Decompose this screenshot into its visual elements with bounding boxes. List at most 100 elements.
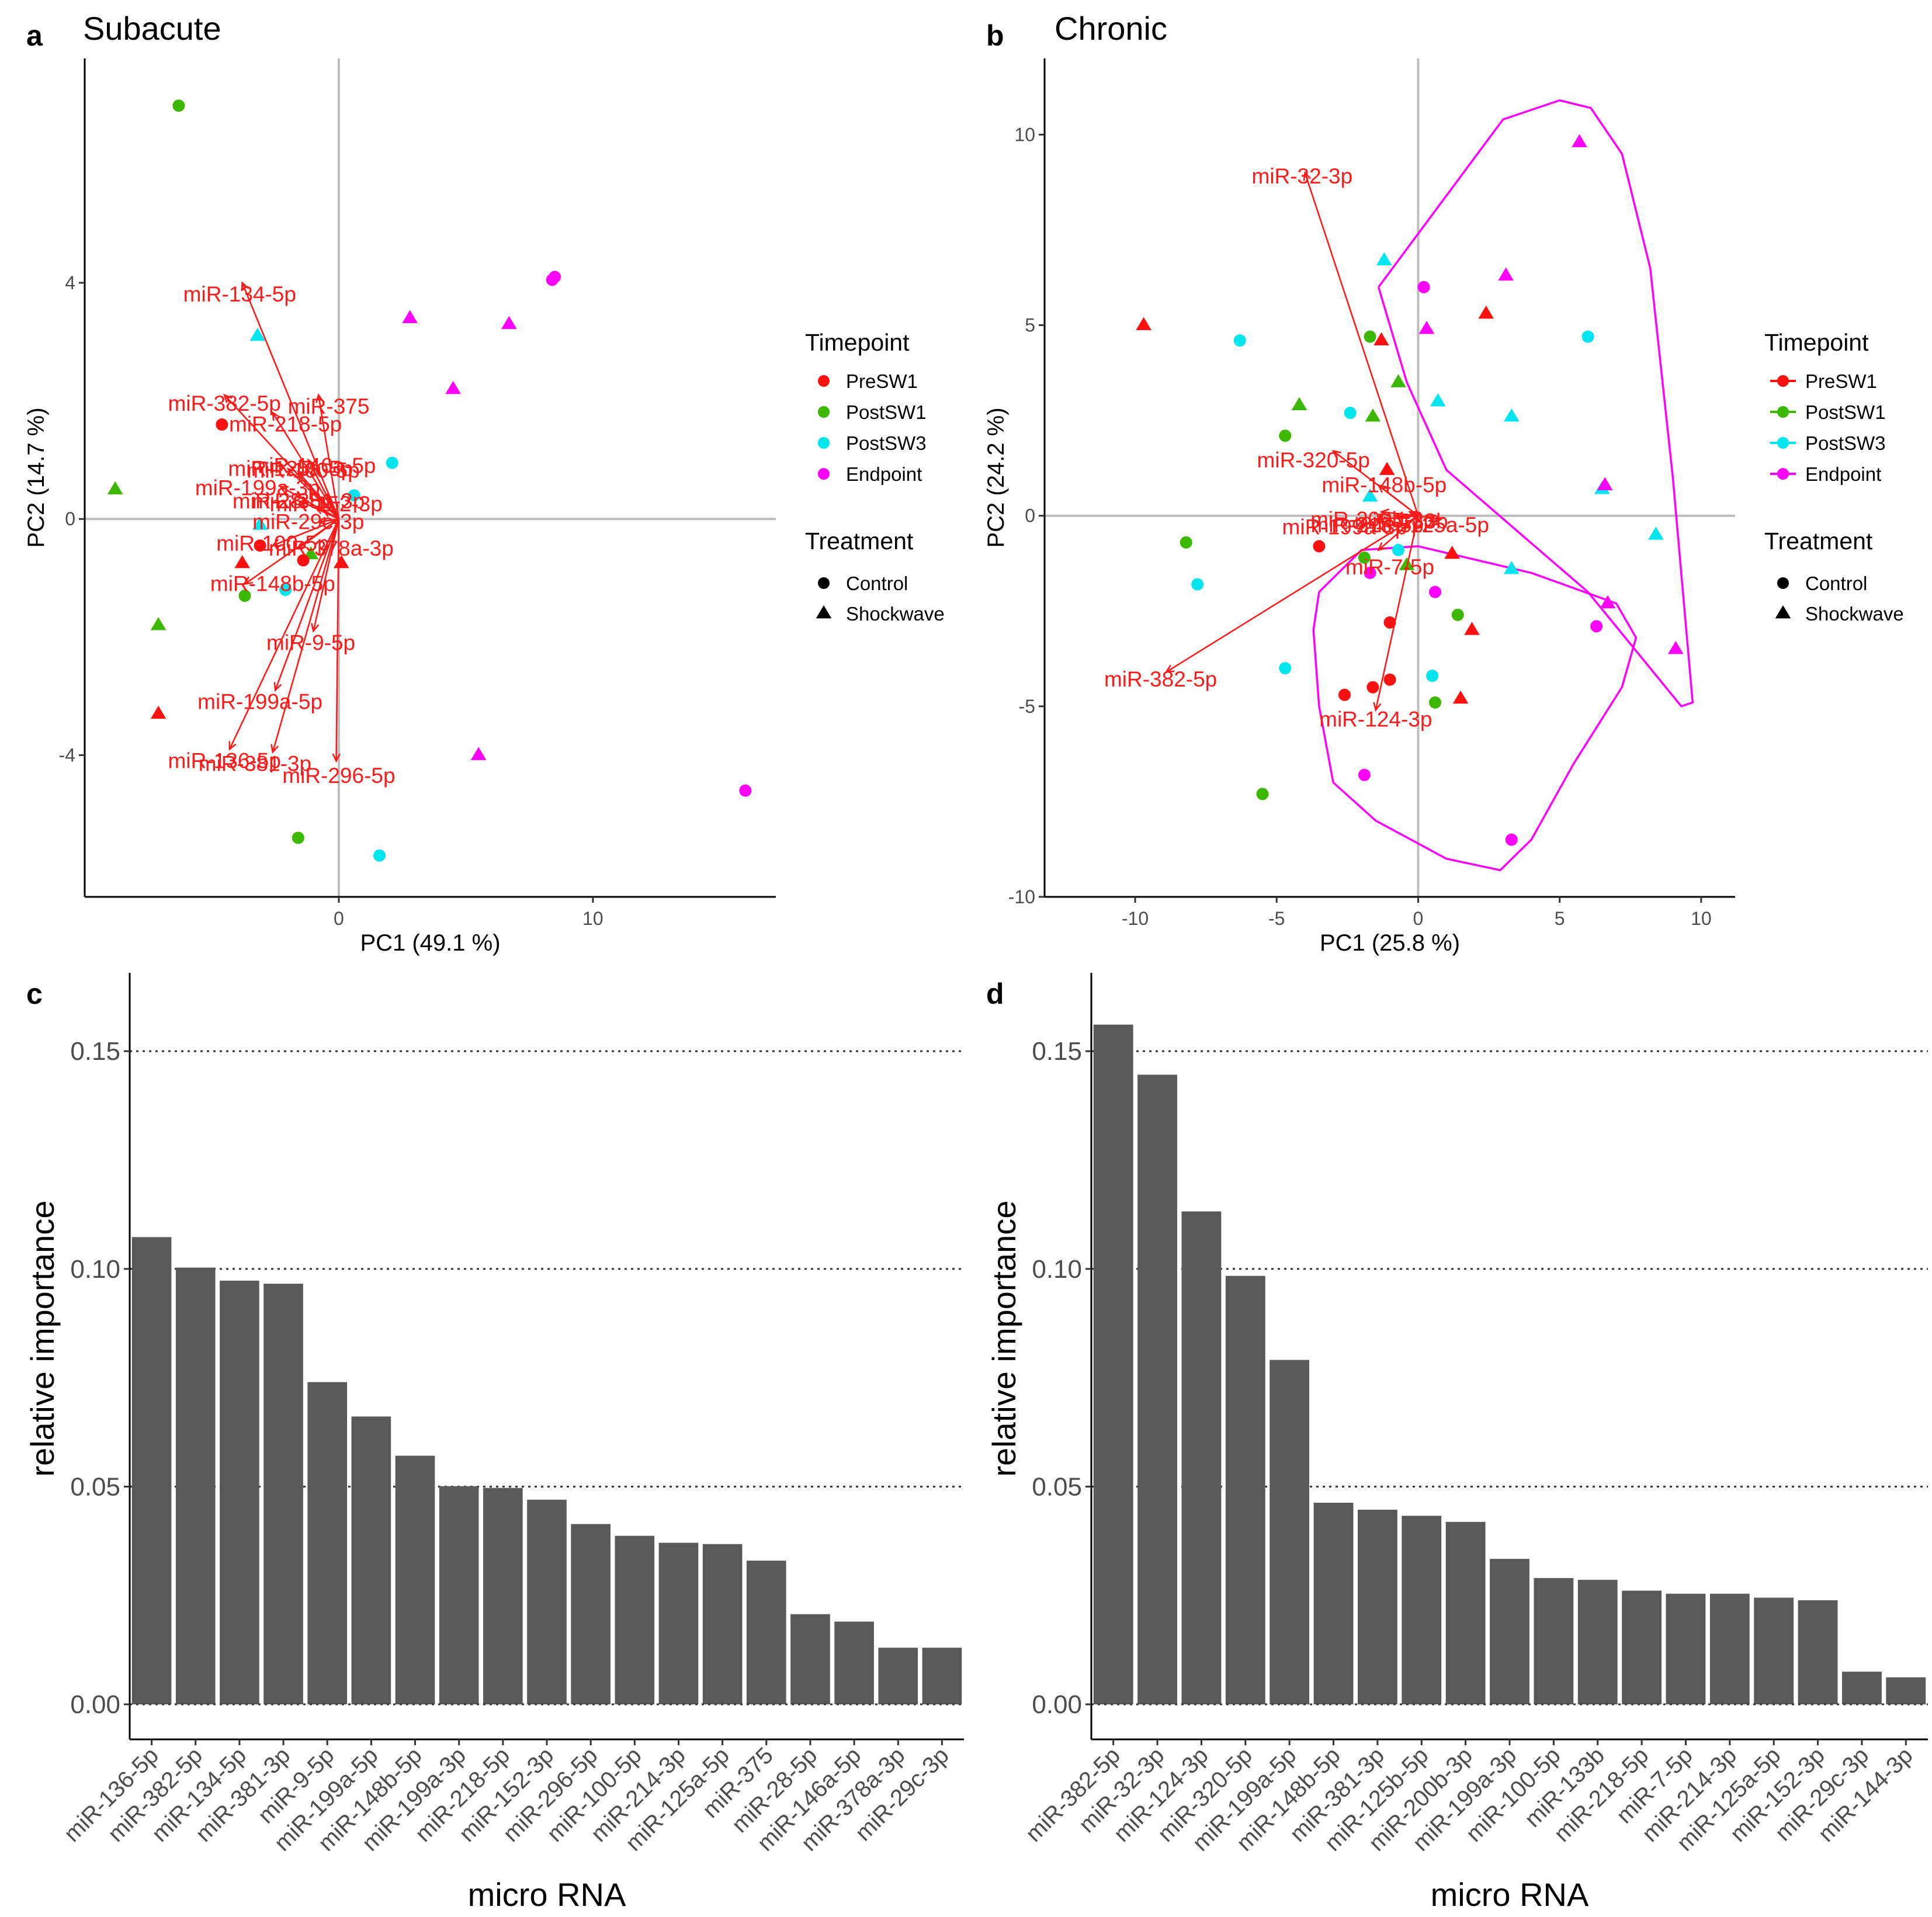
loading-label: miR-134-5p [183, 282, 296, 306]
loading-arrow [1166, 515, 1419, 673]
y-tick-label: 5 [1025, 315, 1035, 336]
data-point-postsw3-shockwave [1362, 488, 1378, 502]
loading-label: miR-100-5p [216, 532, 329, 556]
data-point-presw1-shockwave [333, 555, 349, 568]
panel-letter-d: d [986, 977, 1004, 1010]
loading-arrow [315, 506, 339, 520]
endpoint-hull-outline [1312, 545, 1638, 872]
data-point-presw1-control [297, 554, 310, 567]
y-tick-label: 0.05 [70, 1472, 120, 1501]
loading-arrow [335, 519, 340, 761]
y-tick-label: -10 [1008, 886, 1035, 907]
loading-arrow-head [332, 753, 341, 763]
data-point-presw1-control [1338, 688, 1351, 701]
data-point-postsw3-shockwave [249, 327, 266, 341]
loading-arrow-head [228, 741, 237, 751]
data-point-endpoint-control [1358, 768, 1371, 781]
loading-arrow [1304, 172, 1419, 516]
data-point-endpoint-shockwave [1667, 641, 1684, 654]
legend-key-postsw3 [1777, 437, 1789, 449]
loading-arrow [241, 282, 340, 519]
loading-arrow-head [311, 623, 320, 633]
x-tick-label: 10 [582, 908, 603, 929]
bar-miR-199a-3p [1490, 1559, 1529, 1704]
legend-key-presw1 [1777, 375, 1789, 387]
data-point-postsw3-shockwave [1504, 408, 1520, 422]
loading-arrow-head [1164, 664, 1175, 673]
loading-arrow [244, 518, 339, 585]
legend-label-endpoint: Endpoint [846, 463, 922, 485]
loading-arrow-head [1377, 542, 1387, 552]
loading-arrow [317, 394, 340, 519]
data-point-postsw3-control [1392, 543, 1405, 556]
y-axis-title: relative importance [24, 1200, 61, 1476]
data-point-endpoint-shockwave [470, 747, 487, 760]
data-point-postsw3-shockwave [1430, 393, 1446, 407]
legend-label-postsw1: PostSW1 [1805, 401, 1886, 423]
bar-miR-144-3p [1886, 1677, 1926, 1704]
loading-label: miR-9-5p [266, 630, 355, 654]
data-point-presw1-shockwave [1478, 306, 1494, 319]
loading-arrow-head [1432, 514, 1443, 523]
y-tick-label: 0.15 [70, 1037, 120, 1066]
data-point-presw1-shockwave [1452, 690, 1469, 704]
data-point-endpoint-control [1505, 833, 1518, 846]
loading-label: miR-136-5p [168, 749, 281, 773]
data-point-presw1-shockwave [1464, 622, 1480, 635]
loading-arrow-head [296, 540, 307, 550]
y-axis-title: PC2 (24.2 %) [983, 407, 1009, 547]
data-point-postsw3-control [1233, 334, 1246, 347]
data-point-postsw3-shockwave [252, 516, 268, 530]
data-point-endpoint-shockwave [1600, 595, 1616, 609]
loading-arrow [1375, 515, 1419, 710]
x-tick-label: 0 [1413, 908, 1424, 929]
x-tick-label: -10 [1122, 908, 1149, 929]
bar-miR-28-5p [790, 1614, 830, 1704]
data-point-postsw3-control [348, 489, 360, 502]
loading-arrow-head [273, 682, 282, 692]
y-axis-title: PC2 (14.7 %) [23, 407, 49, 547]
data-point-presw1-shockwave [1136, 317, 1151, 330]
data-point-presw1-control [1313, 540, 1326, 553]
data-point-postsw3-shockwave [1648, 526, 1664, 540]
data-point-postsw3-control [1426, 670, 1439, 682]
legend-key-endpoint [1777, 468, 1789, 480]
loading-label: miR-28-5p [233, 489, 334, 513]
data-point-postsw3-control [1581, 330, 1594, 343]
loading-arrow-head [243, 576, 254, 585]
y-tick-label: 0.05 [1032, 1472, 1082, 1501]
data-point-presw1-control [1383, 616, 1396, 629]
legend-key-postsw1 [1777, 406, 1789, 418]
loading-arrow [1378, 484, 1419, 516]
bar-miR-125b-5p [1402, 1516, 1442, 1704]
loading-arrow [307, 459, 340, 519]
panel-letter-b: b [986, 19, 1004, 52]
bar-miR-100-5p [615, 1535, 655, 1704]
loading-label: miR-320-5p [1257, 448, 1370, 472]
bar-miR-296-5p [571, 1524, 611, 1704]
data-point-postsw1-control [1279, 429, 1292, 442]
x-axis-title: micro RNA [468, 1876, 626, 1913]
data-point-endpoint-shockwave [501, 316, 517, 330]
legend-label-control: Control [1805, 573, 1867, 594]
bar-miR-199a-5p [351, 1416, 391, 1704]
loading-label: miR-382-5p [168, 391, 281, 415]
x-tick-label: 10 [1691, 908, 1712, 929]
data-point-presw1-shockwave [1373, 332, 1389, 346]
legend-key-presw1 [818, 375, 830, 387]
data-point-presw1-shockwave [1444, 545, 1460, 559]
loading-arrow-head [1331, 450, 1342, 459]
bar-miR-32-3p [1137, 1074, 1177, 1704]
legend-label-presw1: PreSW1 [846, 370, 918, 392]
legend-key-control [1777, 577, 1789, 589]
data-point-postsw3-shockwave [1504, 561, 1520, 574]
data-point-endpoint-shockwave [1597, 477, 1613, 490]
panel-a-biplot: 0 10 -4 0 4 PC1 (49.1 %) PC2 (14.7 %) miR-134-5… [23, 58, 776, 956]
loading-arrow [224, 394, 339, 520]
loading-arrow-head [299, 500, 309, 508]
y-tick-label: 0 [1025, 505, 1035, 526]
data-point-endpoint-control [1429, 585, 1442, 598]
bar-miR-133b [1577, 1579, 1618, 1704]
legend-label-shockwave: Shockwave [1805, 603, 1904, 625]
loading-arrow-head [315, 393, 324, 403]
